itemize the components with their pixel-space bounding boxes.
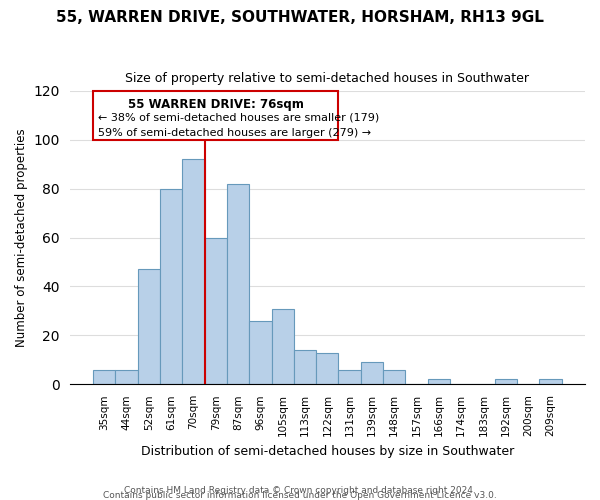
Bar (361, 362, 383, 384)
Bar (160, 188, 182, 384)
Bar (272, 308, 294, 384)
Bar (93, 370, 115, 384)
Bar (383, 370, 406, 384)
Bar (428, 380, 450, 384)
Bar (294, 350, 316, 384)
Bar (182, 160, 205, 384)
Bar (338, 370, 361, 384)
Bar (494, 380, 517, 384)
Bar (316, 352, 338, 384)
Y-axis label: Number of semi-detached properties: Number of semi-detached properties (15, 128, 28, 347)
Text: 55 WARREN DRIVE: 76sqm: 55 WARREN DRIVE: 76sqm (128, 98, 304, 111)
X-axis label: Distribution of semi-detached houses by size in Southwater: Distribution of semi-detached houses by … (141, 444, 514, 458)
Text: ← 38% of semi-detached houses are smaller (179): ← 38% of semi-detached houses are smalle… (98, 113, 379, 123)
Bar (249, 320, 272, 384)
Text: Contains public sector information licensed under the Open Government Licence v3: Contains public sector information licen… (103, 491, 497, 500)
Bar (539, 380, 562, 384)
Bar (115, 370, 137, 384)
Bar (227, 184, 249, 384)
Bar (205, 238, 227, 384)
Text: 55, WARREN DRIVE, SOUTHWATER, HORSHAM, RH13 9GL: 55, WARREN DRIVE, SOUTHWATER, HORSHAM, R… (56, 10, 544, 25)
Text: 59% of semi-detached houses are larger (279) →: 59% of semi-detached houses are larger (… (98, 128, 371, 138)
Text: Contains HM Land Registry data © Crown copyright and database right 2024.: Contains HM Land Registry data © Crown c… (124, 486, 476, 495)
Bar (93, 91, 338, 140)
Title: Size of property relative to semi-detached houses in Southwater: Size of property relative to semi-detach… (125, 72, 529, 86)
Bar (137, 270, 160, 384)
